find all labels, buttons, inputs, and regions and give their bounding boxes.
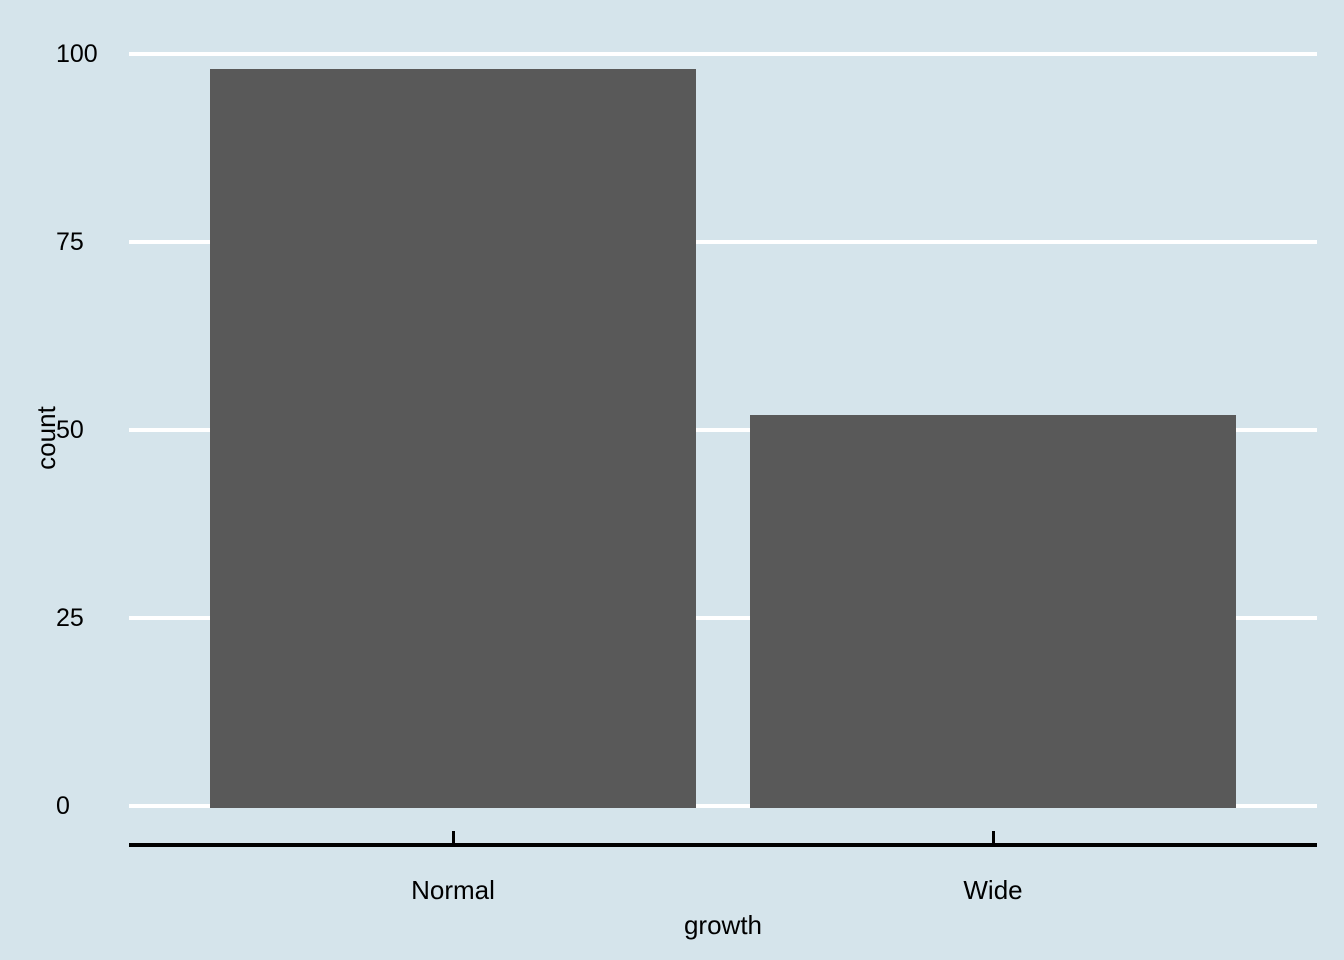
x-axis-tick <box>991 831 995 843</box>
bar <box>210 69 696 808</box>
x-tick-label: Normal <box>411 875 495 905</box>
gridline-y <box>129 616 1317 620</box>
y-tick-label: 25 <box>56 604 84 632</box>
y-axis-title: count <box>31 406 61 470</box>
y-tick-label: 100 <box>56 40 98 68</box>
y-tick-label: 50 <box>56 416 84 444</box>
y-tick-label: 75 <box>56 228 84 256</box>
bar <box>750 414 1236 808</box>
y-tick-label: 0 <box>56 792 70 820</box>
x-axis-tick <box>451 831 455 843</box>
x-axis-title: growth <box>683 910 763 940</box>
gridline-y <box>129 428 1317 432</box>
gridline-y <box>129 804 1317 808</box>
x-tick-label: Wide <box>963 875 1023 905</box>
gridline-y <box>129 52 1317 56</box>
gridline-y <box>129 240 1317 244</box>
x-axis-line <box>129 843 1317 847</box>
